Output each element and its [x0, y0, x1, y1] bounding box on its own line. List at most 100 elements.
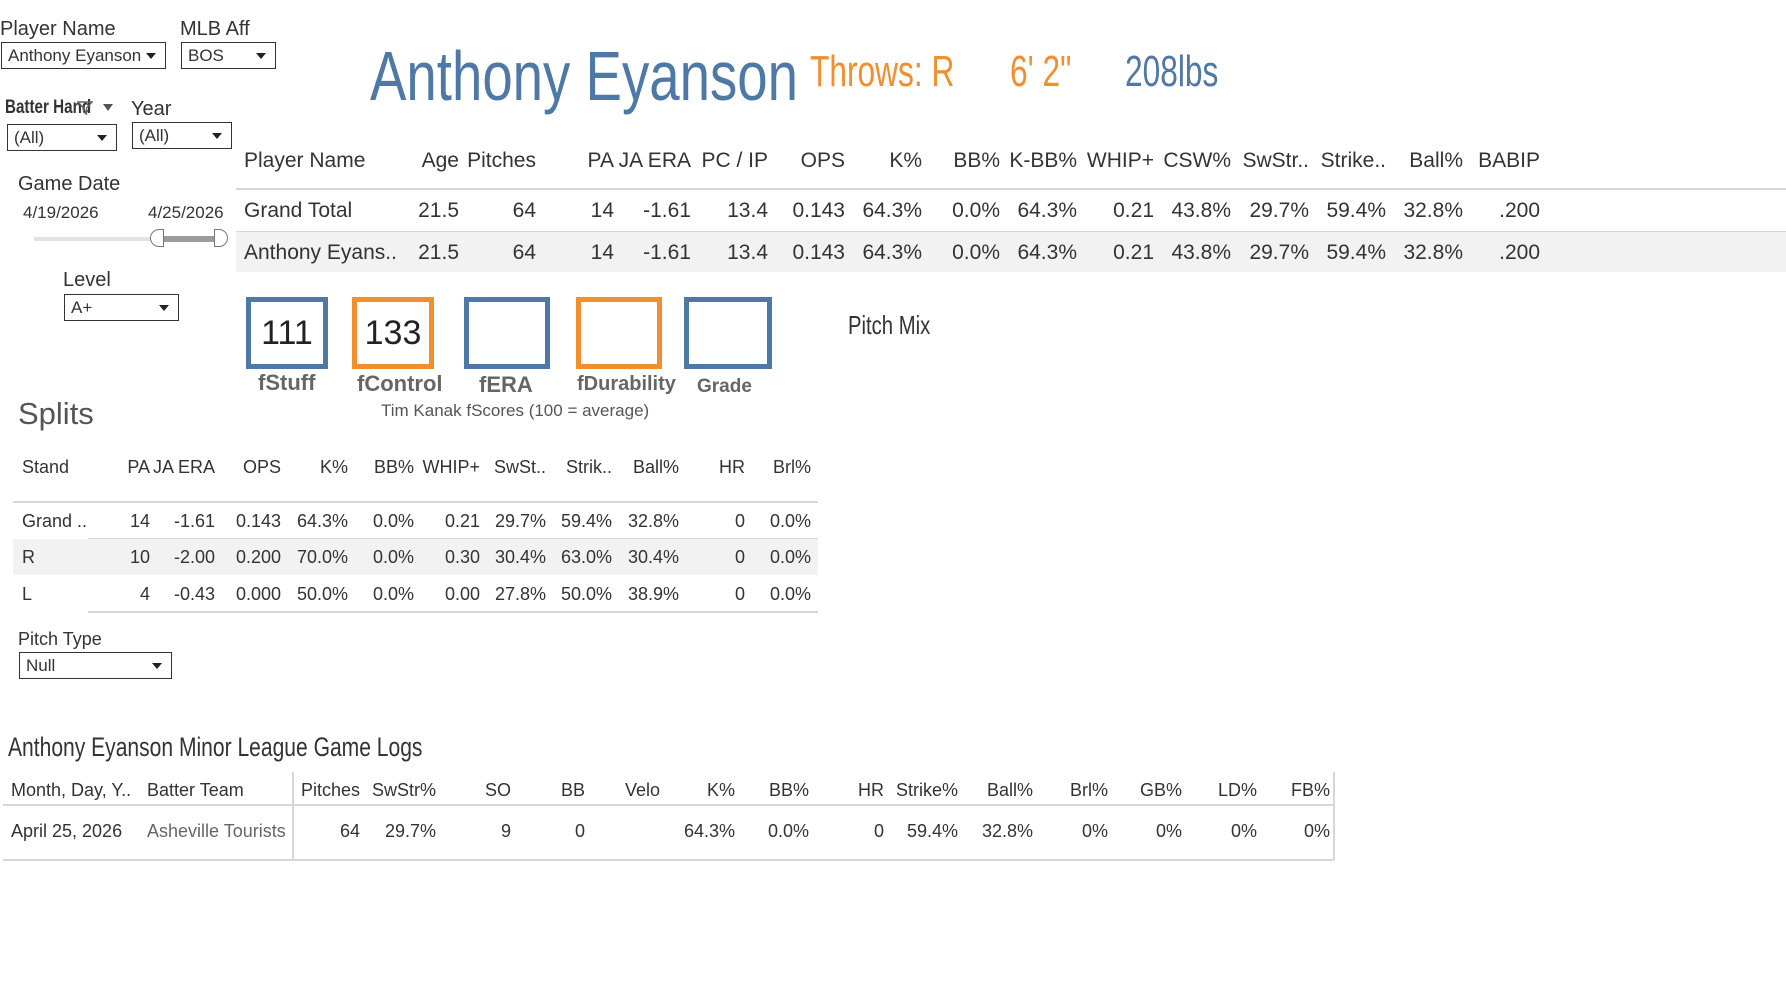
mlb-aff-dropdown[interactable]: BOS: [181, 42, 276, 69]
logs-col-hr[interactable]: HR: [858, 780, 884, 800]
summary-col-swstr[interactable]: SwStr..: [1242, 149, 1309, 172]
summary-cell: 43.8%: [1171, 199, 1231, 222]
logs-col-batter-team[interactable]: Batter Team: [147, 780, 244, 800]
summary-divider: [236, 231, 1786, 233]
chevron-down-icon: [97, 135, 107, 141]
logs-col-fb-pct[interactable]: FB%: [1290, 780, 1330, 800]
summary-col-ball-pct[interactable]: Ball%: [1409, 149, 1463, 172]
splits-cell: 0.0%: [769, 584, 811, 604]
summary-row-grand-total[interactable]: Grand Total 21.5 64 14 -1.61 13.4 0.143 …: [236, 190, 1786, 232]
height-stat: 6' 2": [1010, 47, 1072, 96]
date-slider-end-handle[interactable]: [214, 229, 228, 247]
splits-cell: 0: [734, 547, 745, 567]
logs-col-swstr[interactable]: SwStr%: [371, 780, 436, 800]
logs-col-ball-pct[interactable]: Ball%: [986, 780, 1033, 800]
chevron-down-icon: [212, 133, 222, 139]
splits-cell: 30.4%: [627, 547, 679, 567]
summary-col-k-bb-pct[interactable]: K-BB%: [1009, 149, 1077, 172]
year-dropdown-value: (All): [139, 126, 170, 145]
summary-cell: -1.61: [643, 199, 691, 222]
splits-col-stand[interactable]: Stand: [22, 457, 70, 477]
summary-cell: 32.8%: [1403, 199, 1463, 222]
logs-col-brl-pct[interactable]: Brl%: [1069, 780, 1108, 800]
logs-col-k-pct[interactable]: K%: [706, 780, 735, 800]
logs-col-pitches[interactable]: Pitches: [300, 780, 360, 800]
splits-col-whip-plus[interactable]: WHIP+: [422, 457, 480, 477]
summary-col-strike[interactable]: Strike..: [1320, 149, 1386, 172]
summary-cell: 21.5: [418, 199, 459, 222]
date-slider-range: [158, 236, 218, 242]
splits-cell: 0.0%: [769, 547, 811, 567]
splits-col-ops[interactable]: OPS: [242, 457, 281, 477]
splits-cell: 0.30: [444, 547, 480, 567]
pitch-type-dropdown[interactable]: Null: [19, 652, 172, 679]
summary-col-ja-era[interactable]: JA ERA: [618, 149, 691, 172]
splits-cell: 64.3%: [296, 511, 348, 531]
logs-cell: 9: [500, 821, 511, 841]
splits-cell: L: [22, 584, 33, 604]
splits-col-ja-era[interactable]: JA ERA: [152, 457, 215, 477]
splits-col-strike[interactable]: Strik..: [565, 457, 612, 477]
summary-col-whip-plus[interactable]: WHIP+: [1086, 149, 1154, 172]
splits-cell: 50.0%: [560, 584, 612, 604]
summary-cell: 64.3%: [862, 199, 922, 222]
fdurability-label: fDurability: [577, 373, 676, 395]
splits-row-l[interactable]: L 4 -0.43 0.000 50.0% 0.0% 0.00 27.8% 50…: [13, 576, 818, 612]
date-slider-start-handle[interactable]: [150, 229, 164, 247]
summary-cell: 32.8%: [1403, 241, 1463, 264]
summary-col-pc-ip[interactable]: PC / IP: [701, 149, 768, 172]
summary-col-ops[interactable]: OPS: [800, 149, 845, 172]
splits-col-swstr[interactable]: SwSt..: [493, 457, 546, 477]
batter-hand-menu-icon[interactable]: [102, 103, 114, 113]
splits-col-brl-pct[interactable]: Brl%: [772, 457, 811, 477]
logs-col-gb-pct[interactable]: GB%: [1139, 780, 1182, 800]
summary-col-pitches[interactable]: Pitches: [467, 149, 536, 172]
summary-col-age[interactable]: Age: [421, 149, 459, 172]
splits-col-ball-pct[interactable]: Ball%: [632, 457, 679, 477]
summary-cell: 13.4: [727, 199, 768, 222]
splits-cell: 29.7%: [494, 511, 546, 531]
summary-col-pa[interactable]: PA: [587, 149, 614, 172]
summary-col-babip[interactable]: BABIP: [1478, 149, 1540, 172]
logs-col-date[interactable]: Month, Day, Y..: [11, 780, 132, 800]
logs-col-strike-pct[interactable]: Strike%: [895, 780, 958, 800]
splits-col-bb-pct[interactable]: BB%: [373, 457, 414, 477]
game-date-start: 4/19/2026: [23, 203, 99, 222]
splits-cell: 32.8%: [627, 511, 679, 531]
splits-cell: 0.0%: [769, 511, 811, 531]
year-dropdown[interactable]: (All): [132, 122, 232, 149]
summary-col-player-name[interactable]: Player Name: [244, 149, 366, 172]
splits-header-row: Stand PA JA ERA OPS K% BB% WHIP+ SwSt.. …: [13, 450, 818, 500]
summary-cell: 43.8%: [1171, 241, 1231, 264]
splits-cell: 10: [129, 547, 150, 567]
splits-row-grand[interactable]: Grand .. 14 -1.61 0.143 64.3% 0.0% 0.21 …: [13, 502, 818, 539]
fcontrol-box: 133: [352, 297, 434, 369]
logs-col-velo[interactable]: Velo: [624, 780, 660, 800]
batter-hand-dropdown[interactable]: (All): [7, 124, 117, 151]
logs-cell: Asheville Tourists: [147, 821, 286, 841]
summary-cell: 64: [512, 241, 536, 264]
logs-col-so[interactable]: SO: [484, 780, 511, 800]
splits-col-hr[interactable]: HR: [719, 457, 745, 477]
logs-col-ld-pct[interactable]: LD%: [1217, 780, 1257, 800]
summary-cell: 14: [590, 199, 614, 222]
game-date-end: 4/25/2026: [148, 203, 224, 222]
logs-col-bb-pct[interactable]: BB%: [768, 780, 809, 800]
summary-col-csw-pct[interactable]: CSW%: [1163, 149, 1231, 172]
logs-col-bb[interactable]: BB: [560, 780, 585, 800]
player-name-dropdown[interactable]: Anthony Eyanson: [1, 42, 166, 69]
level-dropdown[interactable]: A+: [64, 294, 179, 321]
splits-row-r[interactable]: R 10 -2.00 0.200 70.0% 0.0% 0.30 30.4% 6…: [13, 539, 818, 575]
summary-table: Player Name Age Pitches PA JA ERA PC / I…: [236, 140, 1786, 280]
game-logs-row[interactable]: April 25, 2026 Asheville Tourists 64 29.…: [3, 805, 1336, 859]
date-slider-track[interactable]: [34, 237, 224, 241]
filter-icon[interactable]: [77, 100, 93, 116]
summary-cell: 64.3%: [862, 241, 922, 264]
player-title: Anthony Eyanson: [370, 37, 799, 115]
summary-row-player[interactable]: Anthony Eyans.. 21.5 64 14 -1.61 13.4 0.…: [236, 232, 1786, 272]
summary-col-bb-pct[interactable]: BB%: [953, 149, 1000, 172]
splits-col-pa[interactable]: PA: [127, 457, 150, 477]
summary-col-k-pct[interactable]: K%: [889, 149, 922, 172]
splits-cell: 0.0%: [372, 584, 414, 604]
splits-col-k-pct[interactable]: K%: [319, 457, 348, 477]
